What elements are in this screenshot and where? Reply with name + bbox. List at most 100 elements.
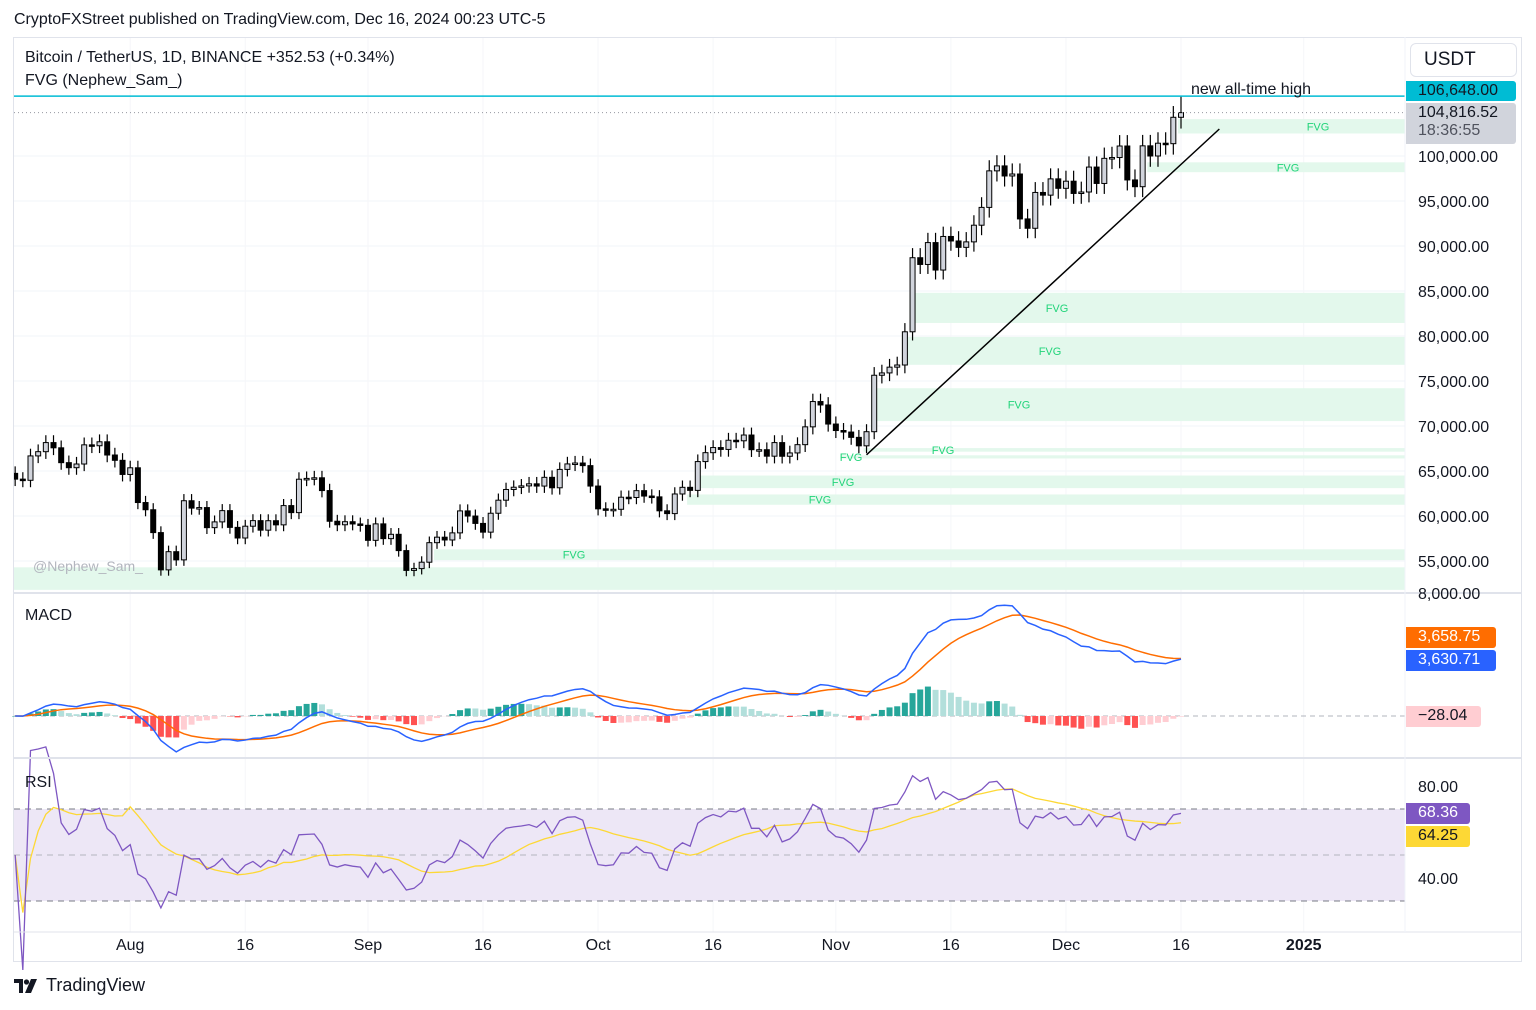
macd-histogram-bar bbox=[763, 713, 770, 716]
tradingview-brand[interactable]: TradingView bbox=[14, 975, 145, 996]
candle-body bbox=[81, 444, 88, 465]
candle-body bbox=[150, 509, 157, 534]
indicator-legend[interactable]: FVG (Nephew_Sam_) bbox=[25, 72, 183, 89]
candle-body bbox=[1093, 166, 1100, 184]
macd-histogram-bar bbox=[173, 716, 180, 738]
candle bbox=[173, 545, 180, 566]
price-tick: 65,000.00 bbox=[1418, 464, 1489, 481]
candle bbox=[249, 514, 256, 533]
candle-body bbox=[457, 510, 464, 534]
candle-body bbox=[1139, 145, 1146, 188]
candle-body bbox=[42, 442, 49, 453]
macd-histogram-bar bbox=[648, 716, 655, 721]
candle-body bbox=[334, 520, 341, 526]
candle bbox=[311, 470, 318, 486]
candle bbox=[1093, 156, 1100, 194]
candle bbox=[1009, 163, 1016, 187]
candle bbox=[664, 504, 671, 521]
candle bbox=[1032, 182, 1039, 239]
time-tick: 16 bbox=[704, 937, 722, 954]
time-tick: Oct bbox=[586, 937, 611, 954]
candle-body bbox=[771, 442, 778, 457]
macd-signal-tag: 3,658.75 bbox=[1406, 627, 1496, 648]
candle-body bbox=[863, 431, 870, 447]
macd-histogram-bar bbox=[1101, 716, 1108, 726]
candle bbox=[1131, 169, 1138, 198]
candle-body bbox=[748, 434, 755, 451]
candle bbox=[341, 515, 348, 532]
macd-histogram-bar bbox=[341, 715, 348, 716]
candle bbox=[88, 437, 95, 454]
macd-histogram-bar bbox=[380, 716, 387, 721]
candle-body bbox=[265, 520, 272, 531]
candle-body bbox=[602, 508, 609, 511]
candle bbox=[694, 454, 701, 498]
candle-body bbox=[96, 441, 103, 447]
candle-body bbox=[14, 472, 19, 480]
candle bbox=[817, 393, 824, 413]
candle bbox=[1070, 170, 1077, 204]
candle-body bbox=[372, 523, 379, 541]
macd-histogram-bar bbox=[510, 703, 517, 716]
candle bbox=[740, 427, 747, 449]
trendline bbox=[866, 128, 1220, 456]
candle bbox=[909, 248, 916, 341]
candle bbox=[58, 440, 65, 470]
candle-body bbox=[855, 436, 862, 447]
time-tick: Aug bbox=[116, 937, 144, 954]
candle-body bbox=[180, 500, 187, 561]
macd-histogram-bar bbox=[1016, 714, 1023, 716]
candle-body bbox=[901, 331, 908, 366]
rsi-value-tag: 68.36 bbox=[1406, 803, 1470, 824]
candle bbox=[763, 442, 770, 464]
price-tick: 80,000.00 bbox=[1418, 329, 1489, 346]
fvg-zone bbox=[434, 549, 1405, 561]
currency-button[interactable]: USDT bbox=[1410, 43, 1517, 77]
macd-histogram-bar bbox=[395, 716, 402, 722]
candle bbox=[265, 514, 272, 537]
macd-histogram-bar bbox=[855, 716, 862, 721]
candle bbox=[756, 442, 763, 457]
candle-body bbox=[157, 532, 164, 571]
candle bbox=[564, 456, 571, 477]
candle bbox=[886, 358, 893, 382]
candle-body bbox=[610, 508, 617, 512]
candle-body bbox=[840, 430, 847, 433]
candle bbox=[1124, 135, 1131, 191]
candle bbox=[272, 514, 279, 532]
candle bbox=[602, 502, 609, 517]
candle-body bbox=[441, 536, 448, 541]
candle bbox=[832, 416, 839, 439]
candle bbox=[917, 248, 924, 274]
candle bbox=[434, 530, 441, 549]
fvg-label: FVG bbox=[832, 477, 855, 489]
candle-body bbox=[449, 532, 456, 541]
candle-body bbox=[733, 439, 740, 443]
candle bbox=[771, 435, 778, 464]
symbol-legend[interactable]: Bitcoin / TetherUS, 1D, BINANCE +352.53 … bbox=[25, 49, 395, 66]
candle bbox=[349, 515, 356, 531]
candle bbox=[73, 456, 80, 475]
candle-body bbox=[618, 496, 625, 510]
candle bbox=[35, 444, 42, 464]
candle bbox=[157, 526, 164, 576]
candle-body bbox=[111, 454, 118, 461]
macd-histogram-bar bbox=[848, 716, 855, 718]
fvg-zone bbox=[909, 292, 1405, 323]
candle-body bbox=[487, 512, 494, 533]
fvg-zone bbox=[840, 455, 1405, 459]
ath-price-tag: 106,648.00 bbox=[1406, 81, 1516, 101]
candle-body bbox=[671, 493, 678, 515]
candle bbox=[855, 429, 862, 454]
candle bbox=[901, 323, 908, 374]
macd-histogram-bar bbox=[426, 716, 433, 722]
candle bbox=[687, 480, 694, 498]
candle bbox=[387, 528, 394, 545]
macd-histogram-bar bbox=[817, 709, 824, 716]
candle bbox=[1162, 132, 1169, 155]
candle-body bbox=[779, 442, 786, 457]
candle bbox=[1178, 96, 1184, 129]
candle bbox=[679, 480, 686, 501]
macd-histogram-bar bbox=[587, 712, 594, 716]
